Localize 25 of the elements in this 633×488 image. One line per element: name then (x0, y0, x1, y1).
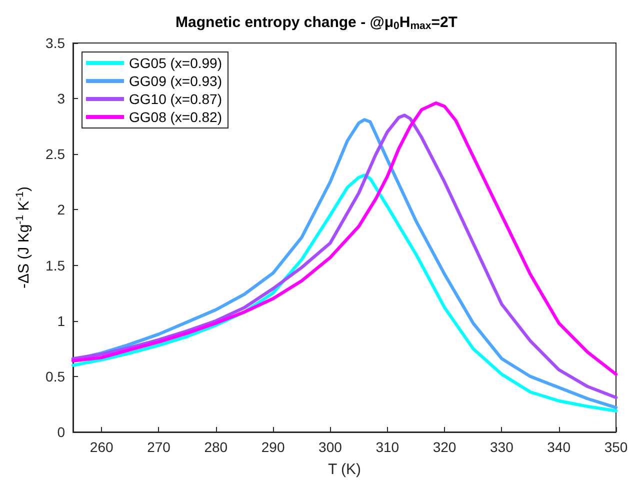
y-tick-label: 2.5 (46, 146, 66, 162)
y-tick-label: 3 (57, 90, 66, 107)
x-tick-label: 330 (490, 439, 514, 455)
legend-label: GG10 (x=0.87) (129, 91, 222, 107)
legend-label: GG08 (x=0.82) (129, 109, 222, 125)
y-axis-title: -ΔS (J Kg-1 K-1) (14, 186, 32, 289)
x-tick-label: 270 (147, 439, 171, 455)
y-tick-label: 1 (57, 312, 66, 329)
legend-label: GG05 (x=0.99) (129, 55, 222, 71)
line-series (71, 174, 618, 412)
y-tick-label: 3.5 (46, 35, 66, 51)
x-tick-label: 290 (261, 439, 285, 455)
x-tick-label: 350 (604, 439, 628, 455)
x-tick-label: 280 (204, 439, 228, 455)
y-tick-label: 0 (57, 424, 66, 440)
y-tick-label: 0.5 (46, 368, 66, 384)
y-tick-label: 1.5 (46, 257, 66, 274)
x-tick-label: 310 (376, 439, 400, 455)
y-tick-label: 2 (57, 202, 66, 218)
x-axis-title: T (K) (328, 461, 362, 478)
x-tick-label: 340 (547, 439, 571, 455)
x-tick-label: 320 (432, 439, 456, 455)
legend-label: GG09 (x=0.93) (129, 73, 222, 89)
x-tick-label: 260 (90, 439, 114, 455)
x-tick-label: 300 (318, 439, 342, 455)
